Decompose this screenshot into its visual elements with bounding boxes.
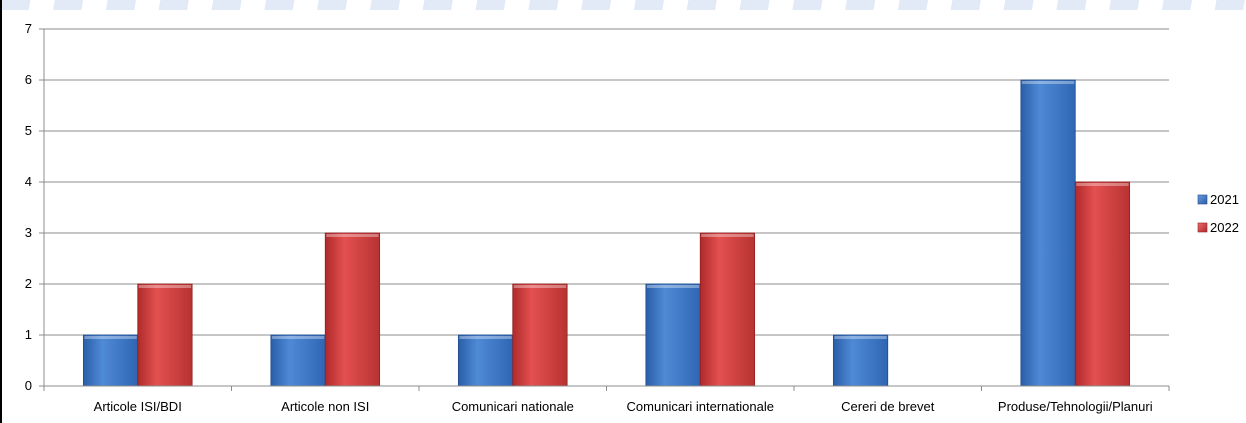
bar-highlight: [646, 285, 700, 288]
x-tick-label: Produse/Tehnologii/Planuri: [998, 399, 1153, 414]
x-tick-label: Articole non ISI: [281, 399, 369, 414]
y-tick-label: 2: [25, 276, 32, 291]
bar-highlight: [834, 336, 887, 339]
y-tick-label: 5: [25, 123, 32, 138]
bar-2022-3: [512, 283, 568, 387]
axes: [39, 28, 1170, 391]
x-tick-label: Articole ISI/BDI: [94, 399, 182, 414]
legend-label-2021: 2021: [1210, 192, 1239, 207]
bar-highlight: [701, 234, 754, 237]
bar-2021-2: [270, 334, 326, 387]
y-tick-label: 6: [25, 72, 32, 87]
gridlines: [44, 28, 1169, 336]
bar-highlight: [138, 285, 192, 288]
bar-highlight: [326, 234, 379, 237]
y-tick-label: 4: [25, 174, 32, 189]
bar-2021-6: [1020, 79, 1076, 387]
background-stripes: [2, 0, 1246, 10]
bar-2022-1: [137, 283, 193, 387]
y-tick-label: 3: [25, 225, 32, 240]
y-tick-label: 1: [25, 327, 32, 342]
bar-highlight: [1076, 183, 1129, 186]
bar-2021-3: [457, 334, 514, 387]
tick-labels: 0 1 2 3 4 5 6 7 Articole ISI/BDI Articole non ISI…: [25, 21, 1153, 414]
bar-2021-1: [82, 334, 139, 387]
bar-2022-2: [324, 232, 381, 387]
x-tick-label: Comunicari internationale: [627, 399, 774, 414]
bar-2021-4: [645, 283, 701, 387]
bar-2022-6: [1074, 181, 1131, 387]
bar-2022-4: [699, 232, 756, 387]
bar-highlight: [459, 336, 512, 339]
bar-highlight: [513, 285, 567, 288]
y-tick-label: 7: [25, 21, 32, 36]
y-tick-label: 0: [25, 378, 32, 393]
legend: 2021 2022: [1197, 192, 1239, 235]
legend-label-2022: 2022: [1210, 220, 1239, 235]
bars: [82, 79, 1131, 387]
bar-2021-5: [832, 334, 889, 387]
bar-highlight: [84, 336, 137, 339]
x-tick-label: Cereri de brevet: [841, 399, 935, 414]
bar-highlight: [1021, 81, 1075, 84]
x-tick-label: Comunicari nationale: [452, 399, 574, 414]
bar-highlight: [271, 336, 325, 339]
legend-swatch-2021: [1197, 194, 1208, 205]
legend-swatch-2022: [1197, 222, 1208, 233]
